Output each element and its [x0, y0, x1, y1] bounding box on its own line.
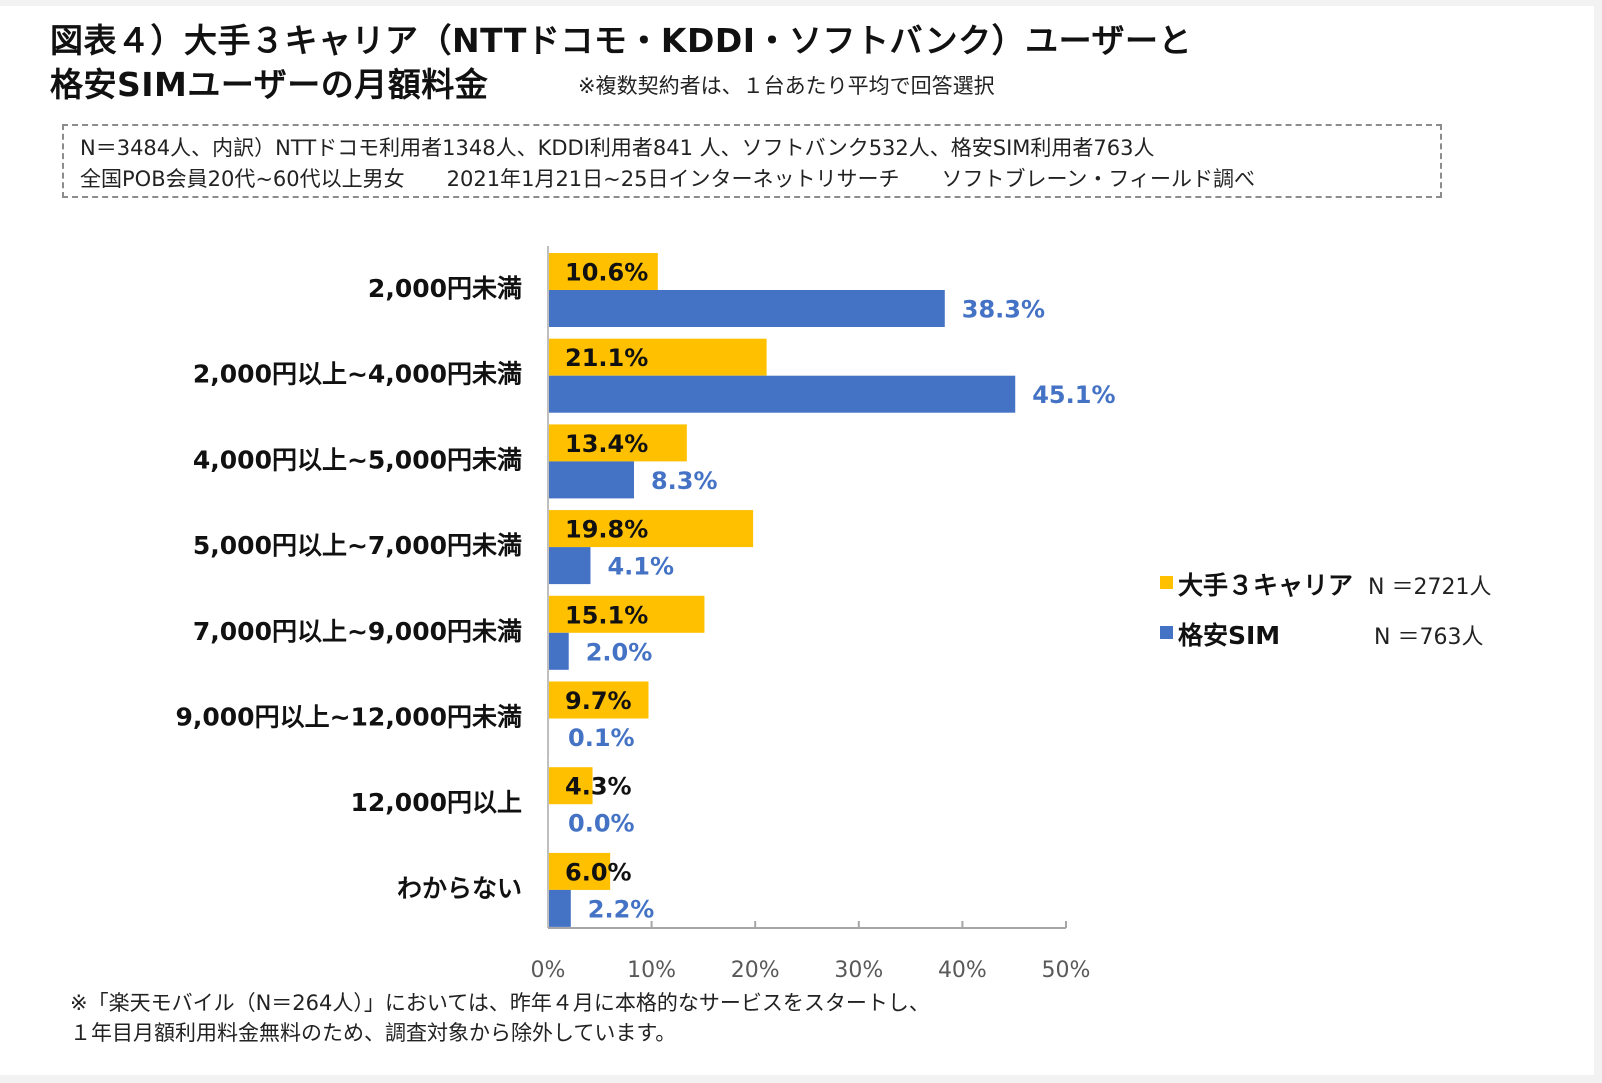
legend-n-major-carriers: N ＝2721人 — [1368, 575, 1492, 600]
data-label-major-carriers: 4.3% — [565, 773, 632, 801]
bar-mvno — [548, 375, 1016, 413]
data-label-mvno: 0.1% — [568, 724, 635, 752]
data-label-major-carriers: 19.8% — [565, 516, 648, 544]
figure-frame — [0, 6, 1594, 1075]
category-label: 2,000円以上~4,000円未満 — [193, 360, 522, 389]
category-label: 7,000円以上~9,000円未満 — [193, 617, 522, 646]
legend-label-mvno: 格安SIM — [1178, 621, 1281, 650]
bar-mvno — [548, 547, 591, 585]
bar-major-carriers — [548, 424, 687, 462]
data-label-mvno: 8.3% — [651, 467, 718, 495]
bars — [548, 253, 1016, 927]
data-label-mvno: 0.0% — [568, 810, 635, 838]
x-axis: 0% 10% 20% 30% 40% 50% — [531, 246, 1091, 983]
bar-major-carriers — [548, 338, 767, 376]
bar-mvno — [548, 290, 945, 327]
bar-mvno — [548, 632, 569, 670]
bar-major-carriers — [548, 253, 658, 290]
legend-swatch-major-carriers — [1160, 576, 1173, 589]
x-tick-label: 30% — [834, 958, 883, 983]
footnote-line1: ※「楽天モバイル（N＝264人）」においては、昨年４月に本格的なサービスをスター… — [70, 991, 930, 1015]
data-label-mvno: 4.1% — [607, 553, 674, 581]
data-label-major-carriers: 15.1% — [565, 601, 648, 629]
data-labels: 10.6% 38.3% 21.1% 45.1% 13.4%8.3%19.8% 4.1% 15… — [565, 259, 1116, 924]
survey-info-line2: 全国POB会員20代~60代以上男女 2021年1月21日~25日インターネット… — [80, 167, 1256, 191]
data-label-major-carriers: 21.1% — [565, 344, 648, 372]
category-label: 12,000円以上 — [351, 788, 522, 817]
bar-major-carriers — [548, 595, 705, 633]
category-label: 5,000円以上~7,000円未満 — [193, 531, 522, 560]
x-tick-label: 40% — [938, 958, 987, 983]
data-label-mvno: 2.0% — [586, 638, 653, 666]
category-label: 9,000円以上~12,000円未満 — [176, 703, 523, 732]
bar-mvno — [548, 889, 571, 927]
figure-note: ※複数契約者は、１台あたり平均で回答選択 — [578, 74, 995, 98]
category-labels: 2,000円未満 2,000円以上~4,000円未満 4,000円以上~5,000円… — [176, 274, 523, 903]
legend-swatch-mvno — [1160, 626, 1173, 639]
data-label-major-carriers: 9.7% — [565, 687, 632, 715]
survey-info-line1: N＝3484人、内訳）NTTドコモ利用者1348人、KDDI利用者841 人、ソ… — [80, 136, 1155, 160]
bar-major-carriers — [548, 510, 754, 548]
bar-major-carriers — [548, 681, 649, 719]
x-tick-label: 50% — [1042, 958, 1091, 983]
data-label-mvno: 2.2% — [588, 895, 655, 923]
category-label: 4,000円以上~5,000円未満 — [193, 445, 522, 474]
x-tick-label: 10% — [627, 958, 676, 983]
data-label-mvno: 45.1% — [1032, 381, 1115, 409]
x-tick-label: 20% — [731, 958, 780, 983]
bar-major-carriers — [548, 852, 611, 890]
x-tick-label: 0% — [531, 958, 566, 983]
category-label: わからない — [397, 874, 522, 903]
legend-label-major-carriers: 大手３キャリア — [1178, 571, 1354, 600]
legend-n-mvno: N ＝763人 — [1374, 625, 1484, 650]
data-label-major-carriers: 6.0% — [565, 858, 632, 886]
figure-title-line1: 図表４）大手３キャリア（NTTドコモ・KDDI・ソフトバンク）ユーザーと — [50, 21, 1193, 60]
data-label-major-carriers: 13.4% — [565, 430, 648, 458]
survey-info-box: N＝3484人、内訳）NTTドコモ利用者1348人、KDDI利用者841 人、ソ… — [62, 124, 1442, 198]
bar-mvno — [548, 461, 634, 499]
footnote-line2: １年目月額利用料金無料のため、調査対象から除外しています。 — [70, 1021, 677, 1045]
category-label: 2,000円未満 — [368, 274, 522, 303]
bar-major-carriers — [548, 767, 593, 805]
data-label-major-carriers: 10.6% — [565, 259, 648, 287]
figure-title-line2: 格安SIMユーザーの月額料金 — [50, 65, 489, 104]
data-label-mvno: 38.3% — [962, 296, 1045, 324]
